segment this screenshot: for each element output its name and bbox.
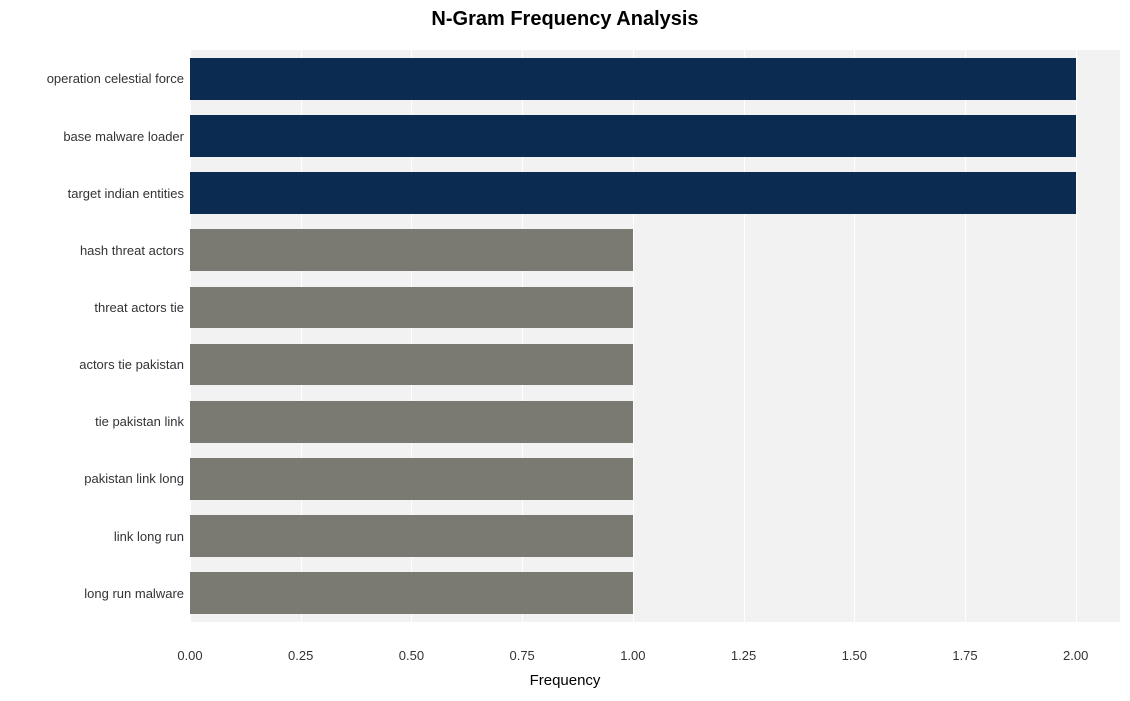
- x-tick-label: 1.25: [731, 648, 756, 663]
- y-tick-label: threat actors tie: [94, 300, 184, 315]
- bar: [190, 401, 633, 443]
- x-gridline: [1076, 36, 1077, 636]
- y-tick-label: hash threat actors: [80, 243, 184, 258]
- y-tick-label: pakistan link long: [84, 471, 184, 486]
- x-axis-title: Frequency: [0, 672, 1130, 689]
- bar: [190, 115, 1076, 157]
- bar: [190, 515, 633, 557]
- y-tick-label: tie pakistan link: [95, 414, 184, 429]
- x-tick-label: 0.00: [177, 648, 202, 663]
- plot-area: [190, 36, 1120, 636]
- y-tick-label: target indian entities: [68, 186, 184, 201]
- bar: [190, 344, 633, 386]
- x-tick-label: 1.75: [952, 648, 977, 663]
- chart-title: N-Gram Frequency Analysis: [0, 8, 1130, 31]
- y-tick-label: actors tie pakistan: [79, 357, 184, 372]
- x-tick-label: 0.25: [288, 648, 313, 663]
- y-tick-label: long run malware: [84, 586, 184, 601]
- x-tick-label: 1.00: [620, 648, 645, 663]
- y-tick-label: operation celestial force: [47, 71, 184, 86]
- ngram-frequency-chart: N-Gram Frequency Analysis Frequency oper…: [0, 0, 1130, 701]
- y-tick-label: base malware loader: [63, 129, 184, 144]
- x-tick-label: 2.00: [1063, 648, 1088, 663]
- bar: [190, 229, 633, 271]
- bar: [190, 458, 633, 500]
- x-tick-label: 0.75: [509, 648, 534, 663]
- bar: [190, 172, 1076, 214]
- x-tick-label: 0.50: [399, 648, 424, 663]
- y-tick-label: link long run: [114, 529, 184, 544]
- bar: [190, 572, 633, 614]
- x-tick-label: 1.50: [842, 648, 867, 663]
- bar: [190, 58, 1076, 100]
- bar: [190, 287, 633, 329]
